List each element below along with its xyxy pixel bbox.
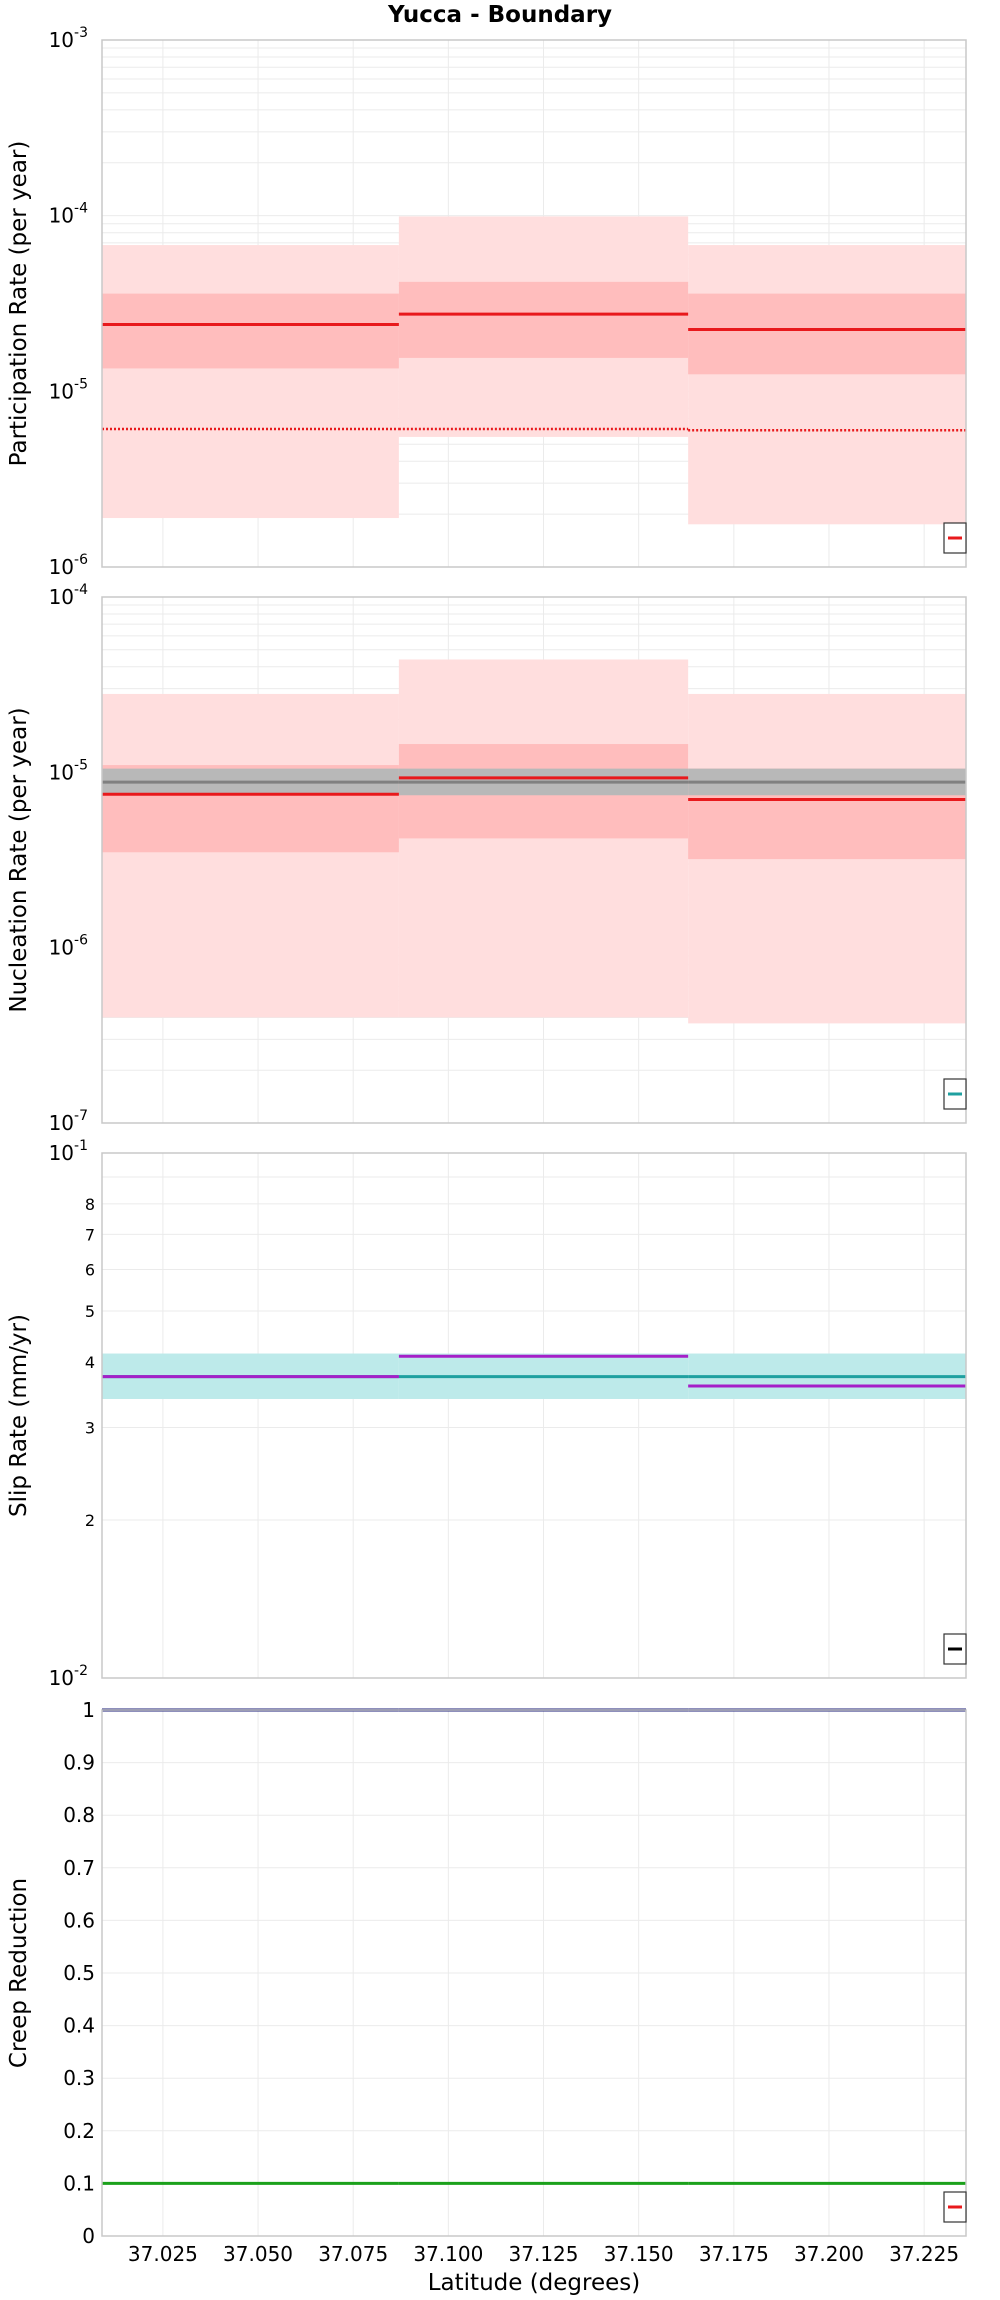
grid (102, 1153, 966, 1679)
y-axis-label: Nucleation Rate (per year) (6, 707, 32, 1012)
plot-frame (101, 1709, 967, 2237)
panel-3: 10-2 10-1 2 3 4 5 6 7 8 Slip Rate (mm/yr) (6, 1138, 967, 1690)
y-axis-label: Participation Rate (per year) (6, 141, 32, 467)
x-tick-label: 37.175 (699, 2242, 769, 2266)
y-minor-tick-label: 3 (85, 1419, 95, 1438)
y-tick-label: 0.1 (63, 2171, 95, 2195)
legend[interactable] (943, 1078, 967, 1110)
panel-4: 0 0.1 0.2 0.3 0.4 0.5 0.6 0.7 0.8 0.9 1 Creep Reduc… (6, 1698, 967, 2248)
y-tick-label: 0.9 (63, 1751, 95, 1775)
y-minor-tick-label: 7 (85, 1225, 95, 1244)
band-segment (398, 659, 689, 1018)
x-tick-label: 37.025 (128, 2242, 198, 2266)
band-segment (398, 281, 689, 358)
series-2 (102, 281, 966, 375)
y-tick-label: 10-4 (49, 201, 89, 228)
y-minor-tick-label: 2 (85, 1511, 95, 1530)
y-tick-label: 0.6 (63, 1908, 95, 1932)
y-tick-label: 0.4 (63, 2014, 95, 2038)
band-segment (102, 693, 399, 1018)
band-segment (688, 245, 966, 525)
x-tick-label: 37.150 (604, 2242, 674, 2266)
series-1 (102, 216, 966, 525)
y-tick-label: 10-6 (49, 933, 89, 960)
x-tick-label: 37.200 (794, 2242, 864, 2266)
y-minor-tick-label: 5 (85, 1302, 95, 1321)
y-minor-tick-label: 4 (85, 1353, 95, 1372)
legend[interactable] (943, 522, 967, 554)
y-axis-ticks: 10-7 10-6 10-5 10-4 (49, 582, 89, 1135)
x-tick-label: 37.075 (318, 2242, 388, 2266)
plot-frame (101, 596, 967, 1124)
y-tick-label: 0.5 (63, 1961, 95, 1985)
y-axis-ticks: 0 0.1 0.2 0.3 0.4 0.5 0.6 0.7 0.8 0.9 1 (63, 1698, 95, 2248)
series-4 (102, 427, 966, 432)
y-minor-tick-label: 6 (85, 1260, 95, 1279)
y-tick-label: 10-4 (49, 582, 89, 609)
x-tick-label: 37.125 (509, 2242, 579, 2266)
y-tick-label: 10-2 (49, 1663, 88, 1690)
y-tick-label: 10-5 (49, 757, 88, 784)
y-tick-label: 0.2 (63, 2119, 95, 2143)
x-axis-ticks: 37.025 37.050 37.075 37.100 37.125 37.150 37.1… (128, 2242, 959, 2266)
y-tick-label: 10-7 (49, 1108, 88, 1135)
y-axis-label: Slip Rate (mm/yr) (6, 1314, 32, 1517)
panel-1: 10-6 10-5 10-4 10-3 Participation Rate (per … (6, 25, 967, 579)
y-tick-label: 10-6 (49, 552, 89, 579)
y-tick-label: 0.3 (63, 2066, 95, 2090)
y-tick-label: 0.7 (63, 1856, 95, 1880)
y-tick-label: 10-3 (49, 25, 88, 52)
x-tick-label: 37.100 (413, 2242, 483, 2266)
panel-2: 10-7 10-6 10-5 10-4 Nucleation Rate (per yea… (6, 582, 967, 1135)
y-minor-tick-label: 8 (85, 1195, 95, 1214)
y-axis-ticks: 10-2 10-1 2 3 4 5 6 7 8 (49, 1138, 95, 1690)
x-axis-label: Latitude (degrees) (428, 2270, 641, 2296)
y-axis-ticks: 10-6 10-5 10-4 10-3 (49, 25, 89, 579)
y-tick-label: 10-5 (49, 376, 88, 403)
band-segment (102, 245, 399, 519)
series-3 (102, 312, 966, 331)
y-tick-label: 0.8 (63, 1803, 95, 1827)
band-segment (102, 293, 399, 369)
y-tick-label: 0 (82, 2224, 95, 2248)
series-5 (102, 776, 966, 801)
x-tick-label: 37.225 (889, 2242, 959, 2266)
legend[interactable] (943, 2191, 967, 2223)
band-segment (688, 293, 966, 375)
y-axis-label: Creep Reduction (6, 1878, 32, 2068)
plot-frame (101, 1152, 967, 1679)
y-tick-label: 10-1 (49, 1138, 88, 1165)
grid (102, 1709, 966, 2237)
y-tick-label: 1 (82, 1698, 95, 1722)
series-3 (102, 1354, 966, 1388)
x-tick-label: 37.050 (223, 2242, 293, 2266)
legend[interactable] (943, 1633, 967, 1665)
plot-frame (101, 39, 967, 568)
chart-title: Yucca - Boundary (387, 2, 612, 28)
chart-panels: 10-6 10-5 10-4 10-3 Participation Rate (per … (6, 25, 967, 2248)
